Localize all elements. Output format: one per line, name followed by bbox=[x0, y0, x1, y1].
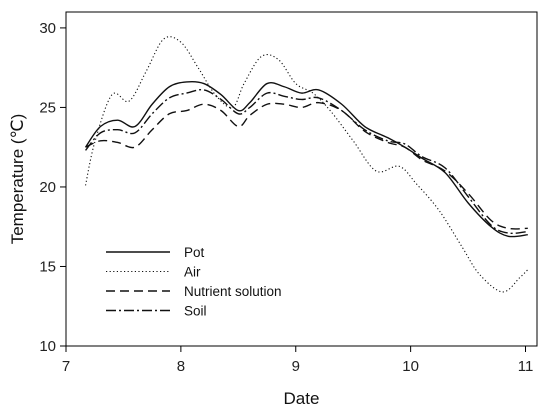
plot-frame bbox=[65, 11, 538, 347]
series-line-soil bbox=[84, 89, 528, 235]
x-tick-label: 11 bbox=[518, 358, 534, 375]
x-tick-label: 9 bbox=[292, 358, 300, 375]
x-axis-title: Date bbox=[284, 389, 320, 408]
y-tick-label: 25 bbox=[39, 99, 56, 116]
y-tick-label: 20 bbox=[39, 179, 56, 196]
x-axis-ticks: 7 8 9 10 11 bbox=[62, 346, 533, 375]
legend-label: Nutrient solution bbox=[184, 284, 282, 299]
legend-label: Soil bbox=[184, 304, 207, 319]
y-axis-ticks: 10 15 20 25 30 bbox=[39, 20, 66, 355]
x-tick-label: 7 bbox=[62, 358, 70, 375]
x-tick-label: 8 bbox=[177, 358, 185, 375]
series-line-pot bbox=[84, 80, 528, 238]
y-axis-title: Temperature (℃) bbox=[8, 114, 27, 245]
legend: Pot Air Nutrient solution Soil bbox=[106, 245, 282, 319]
legend-label: Air bbox=[184, 265, 201, 280]
y-tick-label: 10 bbox=[39, 338, 56, 355]
x-tick-label: 10 bbox=[402, 358, 419, 375]
legend-label: Pot bbox=[184, 245, 205, 260]
y-tick-label: 30 bbox=[39, 20, 56, 37]
y-tick-label: 15 bbox=[39, 258, 56, 275]
series-line-air bbox=[84, 36, 529, 293]
series-layer bbox=[84, 36, 529, 293]
series-line-nutrient-solution bbox=[85, 101, 528, 230]
